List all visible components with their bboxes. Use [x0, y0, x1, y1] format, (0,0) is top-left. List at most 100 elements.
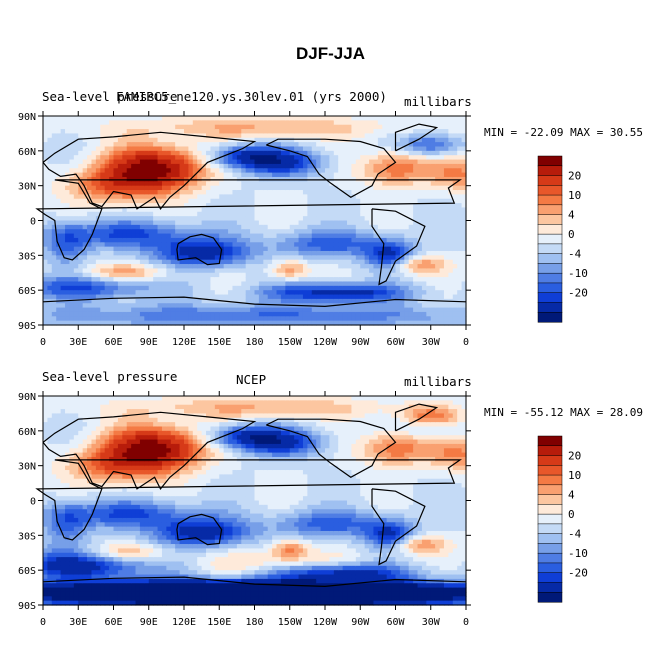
heatmap-cell	[179, 259, 185, 265]
heatmap-cell	[56, 311, 62, 317]
heatmap-cell	[395, 155, 401, 161]
heatmap-cell	[333, 320, 339, 326]
heatmap-cell	[413, 233, 419, 239]
heatmap-cell	[320, 216, 326, 222]
heatmap-cell	[43, 159, 49, 165]
heatmap-cell	[382, 294, 388, 300]
heatmap-cell	[175, 277, 181, 283]
heatmap-cell	[272, 246, 278, 252]
heatmap-cell	[223, 246, 229, 252]
heatmap-cell	[126, 250, 132, 256]
heatmap-cell	[51, 557, 57, 563]
heatmap-cell	[175, 116, 181, 121]
heatmap-cell	[426, 155, 432, 161]
heatmap-cell	[148, 120, 154, 126]
heatmap-cell	[144, 124, 150, 130]
heatmap-cell	[206, 264, 212, 269]
heatmap-cell	[51, 409, 57, 415]
heatmap-cell	[65, 124, 71, 130]
heatmap-cell	[338, 294, 344, 300]
heatmap-cell	[373, 194, 379, 200]
heatmap-cell	[188, 277, 194, 283]
heatmap-cell	[100, 220, 106, 226]
heatmap-cell	[210, 224, 216, 230]
heatmap-cell	[435, 268, 441, 274]
heatmap-cell	[258, 229, 264, 235]
heatmap-cell	[51, 496, 57, 502]
heatmap-cell	[144, 190, 150, 195]
heatmap-cell	[386, 159, 392, 165]
heatmap-cell	[228, 133, 234, 139]
heatmap-cell	[179, 146, 185, 152]
heatmap-cell	[87, 255, 93, 261]
heatmap-cell	[364, 150, 370, 156]
heatmap-cell	[360, 116, 366, 121]
heatmap-cell	[325, 290, 331, 296]
heatmap-cell	[91, 224, 97, 230]
heatmap-cell	[355, 168, 361, 174]
heatmap-cell	[126, 233, 132, 239]
heatmap-cell	[302, 264, 308, 269]
heatmap-cell	[47, 294, 53, 300]
heatmap-cell	[51, 272, 57, 278]
heatmap-cell	[126, 216, 132, 222]
heatmap-cell	[122, 246, 128, 252]
heatmap-cell	[131, 290, 137, 296]
heatmap-cell	[404, 220, 410, 226]
heatmap-cell	[351, 303, 357, 309]
heatmap-cell	[56, 190, 62, 195]
heatmap-cell	[386, 137, 392, 143]
heatmap-cell	[43, 456, 49, 462]
heatmap-cell	[404, 246, 410, 252]
heatmap-cell	[263, 255, 269, 261]
heatmap-cell	[113, 220, 119, 226]
heatmap-cell	[91, 172, 97, 178]
heatmap-cell	[95, 190, 101, 195]
heatmap-cell	[210, 242, 216, 248]
heatmap-cell	[109, 146, 115, 152]
heatmap-cell	[87, 150, 93, 156]
heatmap-cell	[47, 413, 53, 419]
heatmap-cell	[294, 259, 300, 265]
heatmap-cell	[206, 163, 212, 169]
heatmap-cell	[78, 237, 84, 243]
heatmap-cell	[263, 237, 269, 243]
heatmap-cell	[87, 146, 93, 152]
heatmap-cell	[60, 224, 66, 230]
heatmap-cell	[210, 303, 216, 309]
heatmap-cell	[214, 168, 220, 174]
heatmap-cell	[320, 285, 326, 291]
heatmap-cell	[47, 544, 53, 549]
heatmap-cell	[386, 233, 392, 239]
heatmap-cell	[232, 277, 238, 283]
heatmap-cell	[69, 133, 75, 139]
heatmap-cell	[113, 150, 119, 156]
heatmap-cell	[135, 181, 141, 187]
heatmap-cell	[338, 172, 344, 178]
heatmap-cell	[395, 277, 401, 283]
heatmap-cell	[258, 198, 264, 204]
heatmap-cell	[311, 272, 317, 278]
heatmap-cell	[47, 574, 53, 580]
heatmap-cell	[439, 146, 445, 152]
heatmap-cell	[267, 242, 273, 248]
heatmap-cell	[294, 277, 300, 283]
heatmap-cell	[60, 303, 66, 309]
heatmap-cell	[201, 229, 207, 235]
heatmap-cell	[69, 413, 75, 419]
heatmap-cell	[219, 220, 225, 226]
heatmap-cell	[122, 116, 128, 121]
heatmap-cell	[214, 129, 220, 135]
heatmap-cell	[373, 211, 379, 217]
heatmap-cell	[263, 264, 269, 269]
heatmap-cell	[109, 250, 115, 256]
heatmap-cell	[448, 303, 454, 309]
heatmap-cell	[201, 307, 207, 313]
heatmap-cell	[175, 146, 181, 152]
heatmap-cell	[342, 298, 348, 304]
heatmap-cell	[219, 311, 225, 317]
heatmap-cell	[351, 307, 357, 313]
heatmap-cell	[329, 142, 335, 148]
heatmap-cell	[153, 120, 159, 126]
heatmap-cell	[263, 120, 269, 126]
